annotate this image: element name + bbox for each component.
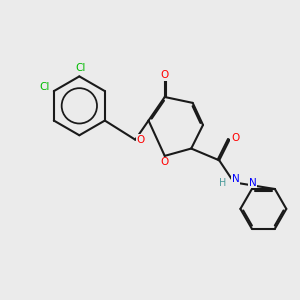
Text: N: N <box>232 174 239 184</box>
Text: Cl: Cl <box>39 82 50 92</box>
Text: O: O <box>160 158 169 167</box>
Text: O: O <box>160 70 169 80</box>
Text: O: O <box>136 135 145 145</box>
Text: N: N <box>249 178 256 188</box>
Text: O: O <box>231 133 239 143</box>
Text: H: H <box>219 178 226 188</box>
Text: Cl: Cl <box>76 63 86 73</box>
